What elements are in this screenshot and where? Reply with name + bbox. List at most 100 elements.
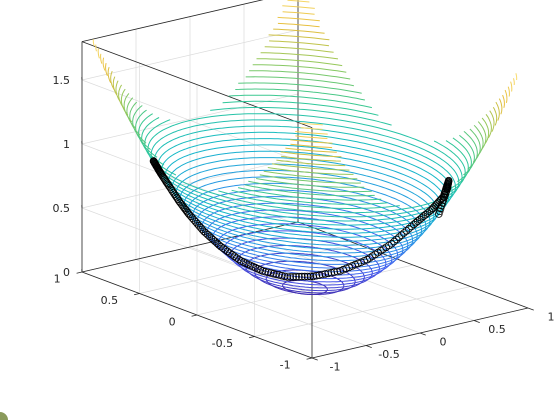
trajectory-point [306,272,315,281]
contour-line [452,137,472,183]
trajectory-point [330,268,339,276]
trajectory-point [324,269,333,278]
contour-line [110,70,115,90]
y-tick-mark [134,293,140,296]
trajectory-point [407,222,416,231]
contour-line [160,138,450,230]
contour-line [100,53,103,64]
trajectory-point [439,193,448,201]
contour-line [473,124,484,157]
contour-line [290,143,333,149]
contour-line [510,81,513,92]
axes-box-edge [297,221,529,309]
contour-line [105,63,108,76]
grid-line [81,93,299,145]
trajectory-markers [149,157,453,281]
trajectory-point [280,272,289,281]
contour-line [469,128,481,163]
axis-ticks: -1-0.500.51-1-0.500.51 00.511.5 [53,74,555,374]
contour-line [295,135,328,139]
contour-line [502,94,505,108]
trajectory-point [402,227,411,235]
z-tick-label: 0.5 [53,202,71,215]
y-tick-mark [76,271,83,274]
trajectory-point [164,180,172,189]
y-tick-label: 1 [54,273,61,286]
trajectory-point [432,200,441,208]
trajectory-point [267,269,275,277]
trajectory-point [261,267,270,276]
y-tick-mark [249,336,255,339]
contour-line [285,147,337,153]
trajectory-point [289,273,298,281]
contour-line [97,48,100,59]
contour-line [252,64,347,73]
contour-surface [92,0,518,295]
trajectory-point [295,272,303,281]
trajectory-point [312,271,321,280]
y-tick-label: -1 [280,359,291,372]
trajectory-point [327,268,336,277]
contour-line [210,107,392,126]
contour-line [271,163,350,171]
contour-line [445,140,469,189]
contour-line [300,127,323,130]
trajectory-point [405,224,413,233]
y-tick-mark [306,357,313,360]
trajectory-point [264,268,273,277]
x-tick-mark [527,307,534,311]
trajectory-point [411,218,420,227]
contour-line [92,39,95,47]
contour-line [154,125,456,222]
contour-line [187,182,423,258]
contour-line [179,169,431,250]
grid-line [254,286,471,337]
contour-line [295,131,328,135]
x-tick-label: -1 [330,361,341,374]
contour-line [123,93,133,123]
y-tick-label: -0.5 [212,337,233,350]
trajectory-point [315,271,324,279]
trajectory-point [392,235,401,244]
contour-line [249,70,351,80]
trajectory-point [435,197,444,205]
contour-line [492,106,498,126]
trajectory-point [397,231,406,239]
contour-line [126,97,137,129]
z-tick-label: 0 [63,266,70,279]
contour-line [228,94,372,109]
contour-line [245,76,354,87]
contour-line [147,113,463,214]
trajectory-point [400,229,408,237]
contour-line [150,119,460,218]
trajectory-point [333,267,342,276]
contour-line [231,189,388,205]
contour-line [280,155,341,162]
contour-line [167,150,443,238]
contour-line [268,34,330,41]
axes-box-edge [81,41,313,128]
contour-line [256,58,343,67]
trajectory-point [300,272,309,281]
trajectory-point [161,176,170,185]
contour-line [120,88,129,116]
contour-line [287,0,310,3]
contour-line [263,170,358,180]
contour-line [513,78,515,86]
trajectory-point [292,272,300,281]
contour-line [245,184,375,197]
contour-line [489,110,495,132]
x-tick-label: 0.5 [488,323,506,336]
trajectory-point [278,271,286,280]
trajectory-point [436,195,445,204]
corner-icon [0,412,8,420]
trajectory-point [303,272,312,281]
trajectory-point [395,233,403,242]
contour-line [276,159,346,167]
contour-line [481,117,490,145]
contour-line [498,98,503,115]
contour-line [290,139,333,144]
contour-line [463,131,478,170]
